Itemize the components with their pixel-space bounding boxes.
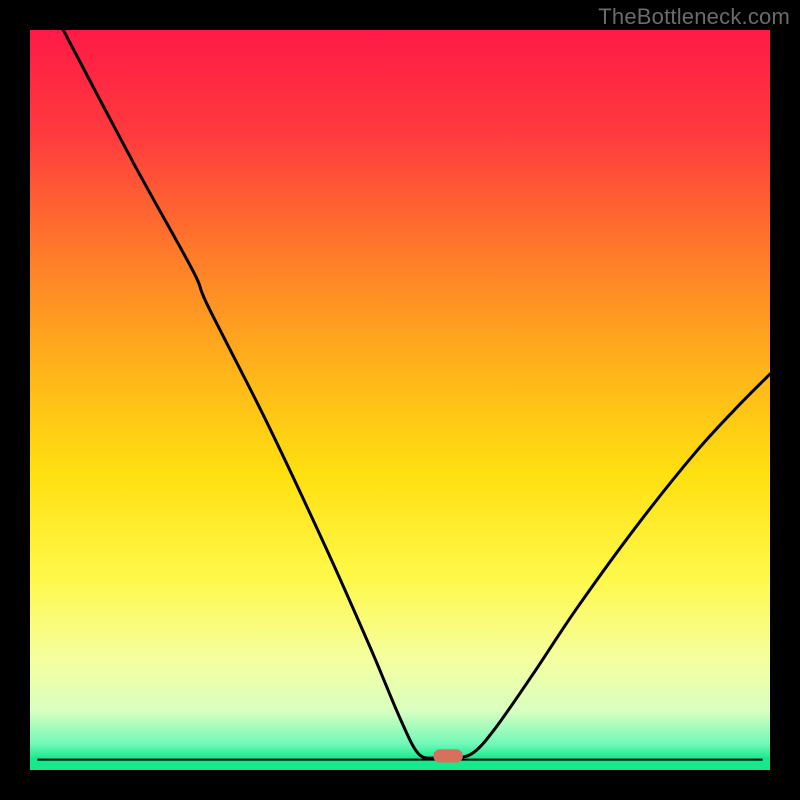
min-marker	[433, 749, 463, 762]
watermark-text: TheBottleneck.com	[598, 4, 790, 30]
chart-frame: TheBottleneck.com	[0, 0, 800, 800]
gradient-background	[30, 30, 770, 770]
plot-svg	[30, 30, 770, 770]
plot-area	[30, 30, 770, 770]
